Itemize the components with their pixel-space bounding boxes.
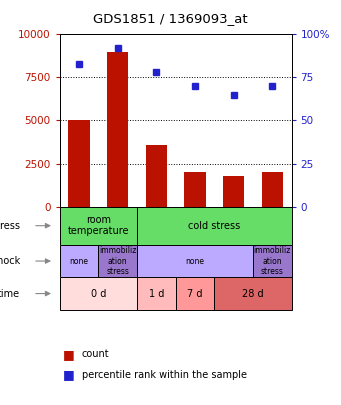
Bar [146,145,167,207]
Text: immobiliz
ation
stress: immobiliz ation stress [99,246,136,276]
Bar [253,245,292,277]
Text: none: none [186,256,205,266]
Bar [60,277,137,310]
Text: immobiliz
ation
stress: immobiliz ation stress [254,246,291,276]
Text: 7 d: 7 d [187,289,203,298]
Bar [137,277,176,310]
Text: ■: ■ [63,348,75,361]
Bar [60,207,137,245]
Bar [68,120,90,207]
Text: shock: shock [0,256,20,266]
Text: count: count [82,350,109,359]
Bar [184,172,206,207]
Bar [262,172,283,207]
Bar [176,277,214,310]
Text: 1 d: 1 d [149,289,164,298]
Text: room
temperature: room temperature [68,215,129,237]
Bar [223,176,244,207]
Bar [214,277,292,310]
Bar [107,51,128,207]
Bar [137,245,253,277]
Bar [137,207,292,245]
Text: ■: ■ [63,368,75,381]
Text: 28 d: 28 d [242,289,264,298]
Text: cold stress: cold stress [188,221,240,231]
Text: 0 d: 0 d [91,289,106,298]
Text: time: time [0,289,20,298]
Bar [98,245,137,277]
Bar [60,245,98,277]
Text: none: none [70,256,89,266]
Text: percentile rank within the sample: percentile rank within the sample [82,370,247,379]
Text: GDS1851 / 1369093_at: GDS1851 / 1369093_at [93,12,248,25]
Text: stress: stress [0,221,20,231]
